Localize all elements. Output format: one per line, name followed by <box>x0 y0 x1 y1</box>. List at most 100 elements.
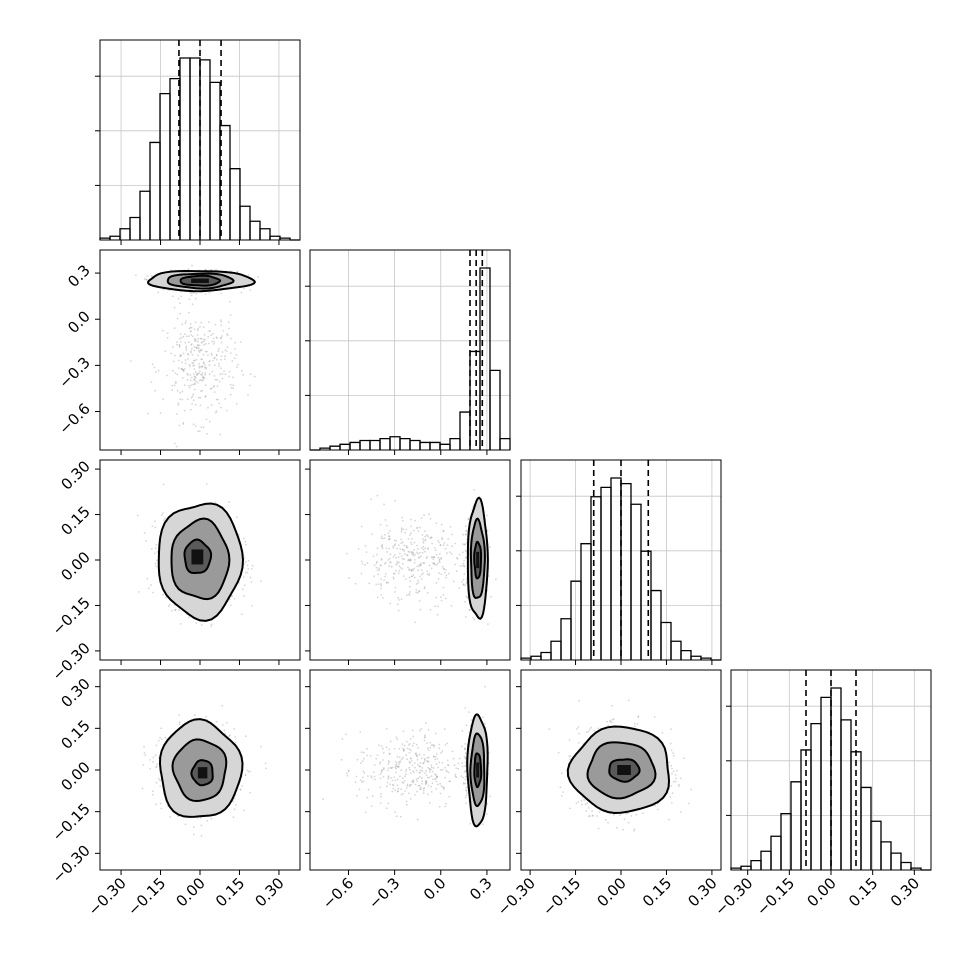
sample-point <box>152 790 154 793</box>
sample-point <box>193 364 196 367</box>
sample-point <box>207 354 209 356</box>
histogram-bin <box>700 657 712 660</box>
sample-point <box>423 514 425 517</box>
sample-point <box>409 558 412 561</box>
sample-point <box>424 550 426 553</box>
histogram-bin <box>540 651 552 660</box>
sample-point <box>237 533 240 536</box>
sample-point <box>210 623 213 626</box>
histogram-bin <box>279 237 291 240</box>
sample-point <box>435 553 438 556</box>
sample-point <box>462 583 465 585</box>
sample-point <box>386 581 388 584</box>
sample-point <box>392 576 395 579</box>
histogram-bin <box>479 267 491 450</box>
sample-point <box>226 409 228 412</box>
sample-point <box>392 555 395 558</box>
sample-point <box>421 534 424 536</box>
sample-point <box>194 425 197 427</box>
sample-point <box>207 342 210 345</box>
sample-point <box>441 536 444 539</box>
sample-point <box>424 538 427 541</box>
sample-point <box>250 568 253 570</box>
sample-point <box>220 337 223 340</box>
sample-point <box>195 358 198 361</box>
sample-point <box>345 552 348 555</box>
contour-line <box>166 272 235 290</box>
sample-point <box>395 556 397 559</box>
sample-point <box>183 368 186 370</box>
sample-point <box>413 541 416 544</box>
sample-point <box>417 530 420 532</box>
sample-point <box>389 561 392 563</box>
sample-point <box>403 550 406 552</box>
sample-point <box>376 547 379 550</box>
sample-point <box>397 596 399 599</box>
sample-point <box>154 526 157 529</box>
sample-point <box>177 367 180 369</box>
sample-point <box>205 343 207 345</box>
contour-line <box>469 517 486 600</box>
sample-point <box>215 269 218 271</box>
sample-point <box>448 551 451 554</box>
sample-point <box>409 541 412 544</box>
sample-point <box>417 569 420 571</box>
sample-point <box>464 584 466 587</box>
sample-point <box>451 545 453 548</box>
sample-point <box>439 544 442 546</box>
sample-point <box>442 594 445 596</box>
sample-point <box>408 551 411 553</box>
histogram-bin <box>379 437 391 450</box>
sample-point <box>379 523 382 526</box>
sample-point <box>145 278 148 281</box>
sample-point <box>194 340 197 342</box>
sample-point <box>154 520 156 522</box>
sample-point <box>397 544 400 546</box>
sample-point <box>251 564 254 567</box>
sample-point <box>220 367 222 370</box>
sample-point <box>206 432 208 435</box>
sample-point <box>194 403 197 406</box>
sample-point <box>194 297 197 300</box>
scatter-panel-0-2: −0.30−0.150.000.150.30 <box>49 457 301 684</box>
sample-point <box>194 321 197 324</box>
sample-point <box>180 336 183 339</box>
sample-point <box>232 800 234 803</box>
sample-point <box>177 403 180 406</box>
sample-point <box>401 562 404 565</box>
sample-point <box>418 563 421 566</box>
sample-point <box>409 580 412 583</box>
sample-point <box>235 354 238 356</box>
sample-point <box>231 595 233 598</box>
sample-point <box>416 527 418 529</box>
sample-point <box>410 552 413 555</box>
sample-point <box>408 576 411 579</box>
sample-point <box>226 350 228 353</box>
sample-point <box>408 594 411 596</box>
sample-point <box>397 572 400 575</box>
sample-point <box>195 346 198 349</box>
sample-point <box>197 327 199 330</box>
sample-point <box>191 303 194 306</box>
y-tick-label: 0.3 <box>64 261 94 291</box>
sample-point <box>182 352 185 355</box>
sample-point <box>237 363 239 366</box>
histogram-panel-3: −0.30−0.15 0.00 0.15 0.30 <box>711 669 932 919</box>
sample-point <box>154 754 157 757</box>
sample-point <box>373 575 375 578</box>
sample-point <box>220 292 223 295</box>
sample-point <box>250 581 253 583</box>
histogram-bin <box>489 369 501 450</box>
sample-point <box>393 573 396 575</box>
sample-point <box>465 595 468 598</box>
sample-point <box>193 388 196 391</box>
sample-point <box>465 582 468 585</box>
sample-point <box>219 336 222 339</box>
sample-point <box>392 572 395 575</box>
sample-point <box>435 582 438 584</box>
sample-point <box>441 538 443 541</box>
histogram-bin <box>690 655 702 660</box>
sample-point <box>171 346 174 348</box>
sample-point <box>420 562 422 565</box>
sample-point <box>162 512 164 514</box>
